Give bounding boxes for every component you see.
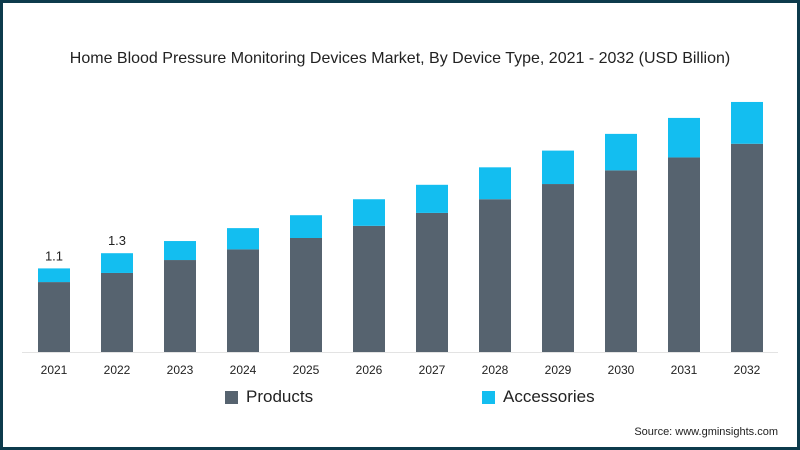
bar-accessories-2028 (479, 167, 511, 200)
bar-accessories-2021 (38, 268, 70, 283)
legend-accessories: Accessories (482, 387, 595, 407)
legend-label-accessories: Accessories (503, 387, 595, 406)
bar-accessories-2024 (227, 228, 259, 250)
x-tick-label-2026: 2026 (356, 363, 383, 377)
bar-products-2029 (542, 184, 574, 352)
bar-products-2025 (290, 238, 322, 352)
x-tick-label-2031: 2031 (671, 363, 698, 377)
x-tick-label-2029: 2029 (545, 363, 572, 377)
data-label-2022: 1.3 (108, 233, 126, 248)
bar-accessories-2025 (290, 215, 322, 238)
bar-accessories-2026 (353, 199, 385, 226)
bar-products-2022 (101, 272, 133, 352)
bar-products-2027 (416, 212, 448, 352)
bar-products-2031 (668, 157, 700, 352)
bar-accessories-2029 (542, 150, 574, 185)
bar-products-2021 (38, 282, 70, 352)
x-tick-label-2021: 2021 (41, 363, 68, 377)
x-tick-label-2028: 2028 (482, 363, 509, 377)
x-tick-label-2023: 2023 (167, 363, 194, 377)
legend-swatch-products (225, 390, 238, 404)
bar-accessories-2030 (605, 133, 637, 171)
bar-products-2026 (353, 225, 385, 352)
x-tick-label-2027: 2027 (419, 363, 446, 377)
bar-accessories-2032 (731, 101, 763, 144)
chart-title: Home Blood Pressure Monitoring Devices M… (69, 50, 731, 67)
bar-products-2030 (605, 170, 637, 352)
source-note: Source: www.gminsights.com (634, 426, 778, 438)
bar-products-2032 (731, 143, 763, 352)
bar-accessories-2031 (668, 117, 700, 158)
bar-accessories-2022 (101, 253, 133, 273)
legend-swatch-accessories (482, 390, 495, 404)
bar-products-2028 (479, 199, 511, 352)
bar-products-2023 (164, 260, 196, 352)
legend-products: Products (225, 387, 313, 407)
x-tick-label-2032: 2032 (734, 363, 761, 377)
legend-label-products: Products (246, 387, 314, 406)
x-tick-label-2024: 2024 (230, 363, 257, 377)
x-tick-label-2022: 2022 (104, 363, 131, 377)
bar-products-2024 (227, 249, 259, 352)
bar-accessories-2023 (164, 241, 196, 261)
data-label-2021: 1.1 (45, 248, 63, 263)
x-tick-label-2025: 2025 (293, 363, 320, 377)
x-tick-label-2030: 2030 (608, 363, 635, 377)
bar-accessories-2027 (416, 184, 448, 213)
